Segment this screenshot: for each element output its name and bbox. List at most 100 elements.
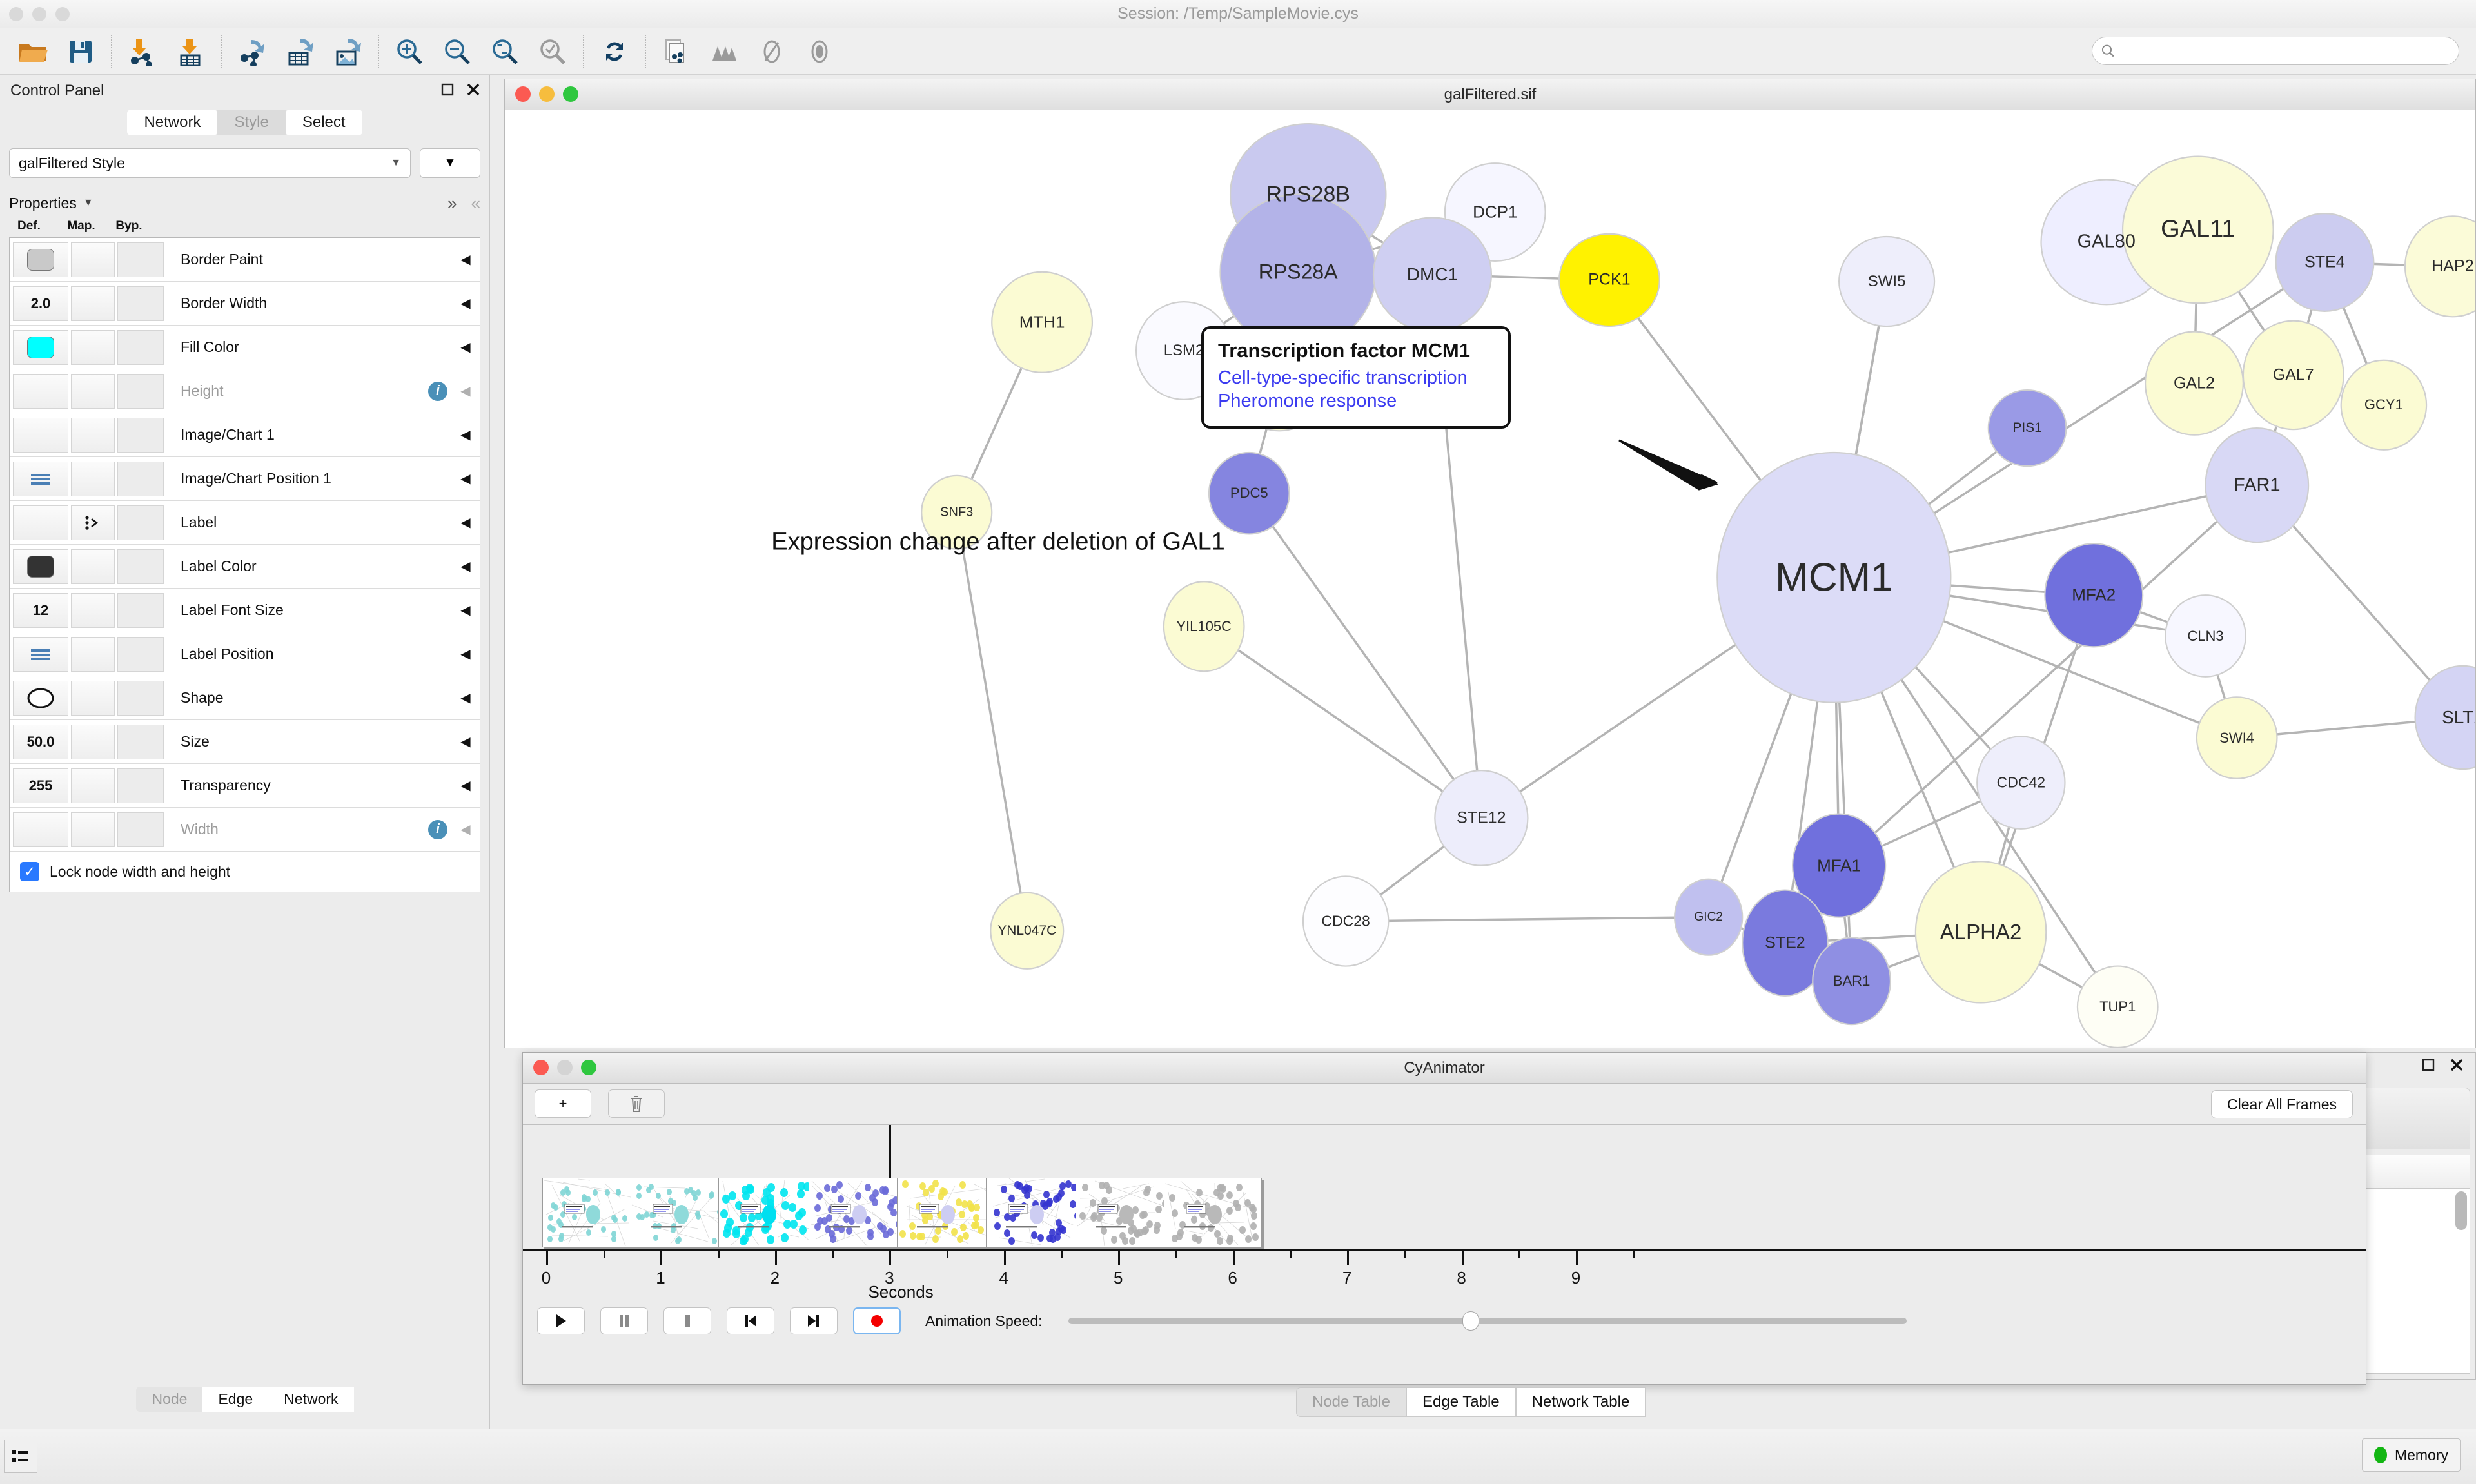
save-icon[interactable] <box>57 32 104 72</box>
property-bypass-cell[interactable] <box>117 286 164 321</box>
property-expand-arrow[interactable]: ◀ <box>460 340 471 355</box>
property-expand-arrow[interactable]: ◀ <box>460 253 471 267</box>
properties-menu-caret[interactable]: ▼ <box>83 197 93 208</box>
property-bypass-cell[interactable] <box>117 373 164 409</box>
property-expand-arrow[interactable]: ◀ <box>460 384 471 398</box>
animation-speed-slider[interactable] <box>1068 1311 1907 1331</box>
tab-select[interactable]: Select <box>285 110 362 135</box>
delete-frame-button[interactable] <box>608 1089 665 1118</box>
property-mapping-cell[interactable] <box>71 768 115 803</box>
property-expand-arrow[interactable]: ◀ <box>460 428 471 442</box>
property-bypass-cell[interactable] <box>117 680 164 716</box>
property-row[interactable]: Label ◀ <box>10 501 480 545</box>
play-button[interactable] <box>537 1307 585 1334</box>
timeline-frame[interactable] <box>897 1178 996 1247</box>
zoom-selected-icon[interactable] <box>529 32 576 72</box>
property-mapping-cell[interactable] <box>71 329 115 365</box>
property-row[interactable]: Border Paint ◀ <box>10 238 480 282</box>
property-default-cell[interactable] <box>13 329 68 365</box>
node-tooltip[interactable]: Transcription factor MCM1 Cell-type-speci… <box>1201 326 1511 429</box>
info-icon[interactable]: i <box>428 819 447 839</box>
property-default-cell[interactable] <box>13 549 68 584</box>
property-expand-arrow[interactable]: ◀ <box>460 647 471 661</box>
property-mapping-cell[interactable] <box>71 724 115 759</box>
property-row[interactable]: Height i ◀ <box>10 369 480 413</box>
prev-frame-button[interactable] <box>727 1307 774 1334</box>
property-row[interactable]: Fill Color ◀ <box>10 326 480 369</box>
property-row[interactable]: 12 Label Font Size ◀ <box>10 589 480 632</box>
property-expand-arrow[interactable]: ◀ <box>460 560 471 574</box>
export-table-icon[interactable] <box>276 32 324 72</box>
clear-all-frames-button[interactable]: Clear All Frames <box>2211 1090 2353 1118</box>
window-controls[interactable] <box>9 7 70 21</box>
maximize-cyanimator-button[interactable] <box>581 1060 596 1075</box>
property-row[interactable]: 2.0 Border Width ◀ <box>10 282 480 326</box>
property-bypass-cell[interactable] <box>117 636 164 672</box>
timeline-frame[interactable] <box>718 1178 817 1247</box>
style-select[interactable]: galFiltered Style ▼ <box>9 148 411 178</box>
timeline-frame[interactable] <box>986 1178 1085 1247</box>
network-canvas[interactable]: RPS28B DCP1 RPS28A DMC1 PCK1 SWI5 GAL80 GAL11 ST… <box>505 110 2475 1048</box>
property-row[interactable]: 50.0 Size ◀ <box>10 720 480 764</box>
search-input[interactable] <box>2121 43 2450 59</box>
refresh-icon[interactable] <box>591 32 638 72</box>
property-expand-arrow[interactable]: ◀ <box>460 603 471 618</box>
property-mapping-cell[interactable] <box>71 505 115 540</box>
zoom-fit-icon[interactable] <box>481 32 529 72</box>
export-network-icon[interactable] <box>228 32 276 72</box>
property-mapping-cell[interactable] <box>71 461 115 496</box>
network-annotation-text[interactable]: Expression change after deletion of GAL1 <box>771 528 1225 556</box>
maximize-window-button[interactable] <box>55 7 70 21</box>
property-bypass-cell[interactable] <box>117 768 164 803</box>
property-row[interactable]: Label Position ◀ <box>10 632 480 676</box>
import-network-icon[interactable] <box>119 32 166 72</box>
property-mapping-cell[interactable] <box>71 636 115 672</box>
zoom-out-icon[interactable] <box>433 32 481 72</box>
close-window-button[interactable] <box>9 7 23 21</box>
property-row[interactable]: Width i ◀ <box>10 808 480 852</box>
next-frame-button[interactable] <box>790 1307 838 1334</box>
property-mapping-cell[interactable] <box>71 592 115 628</box>
property-bypass-cell[interactable] <box>117 505 164 540</box>
maximize-network-button[interactable] <box>563 86 578 102</box>
zoom-in-icon[interactable] <box>386 32 433 72</box>
timeline-frame[interactable] <box>1075 1178 1174 1247</box>
collapse-all-icon[interactable]: » <box>447 193 457 213</box>
property-bypass-cell[interactable] <box>117 549 164 584</box>
property-mapping-cell[interactable] <box>71 812 115 847</box>
property-mapping-cell[interactable] <box>71 417 115 453</box>
tab-node-table[interactable]: Node Table <box>1296 1387 1406 1417</box>
timeline-frame[interactable] <box>809 1178 907 1247</box>
property-default-cell[interactable] <box>13 461 68 496</box>
minimize-window-button[interactable] <box>32 7 46 21</box>
info-icon[interactable]: i <box>428 381 447 401</box>
property-default-cell[interactable]: 255 <box>13 768 68 803</box>
property-default-cell[interactable]: 12 <box>13 592 68 628</box>
close-network-button[interactable] <box>515 86 531 102</box>
property-expand-arrow[interactable]: ◀ <box>460 823 471 837</box>
property-bypass-cell[interactable] <box>117 724 164 759</box>
close-icon[interactable] <box>2450 1058 2464 1072</box>
property-default-cell[interactable]: 2.0 <box>13 286 68 321</box>
record-button[interactable] <box>853 1307 901 1334</box>
close-cyanimator-button[interactable] <box>533 1060 549 1075</box>
property-row[interactable]: 255 Transparency ◀ <box>10 764 480 808</box>
property-mapping-cell[interactable] <box>71 680 115 716</box>
property-default-cell[interactable] <box>13 636 68 672</box>
color-swatch[interactable] <box>27 248 54 271</box>
property-row[interactable]: Image/Chart Position 1 ◀ <box>10 457 480 501</box>
property-default-cell[interactable] <box>13 417 68 453</box>
animation-speed-knob[interactable] <box>1462 1311 1479 1331</box>
property-default-cell[interactable] <box>13 373 68 409</box>
property-mapping-cell[interactable] <box>71 373 115 409</box>
stop-button[interactable] <box>663 1307 711 1334</box>
float-panel-icon[interactable] <box>2421 1058 2435 1072</box>
property-mapping-cell[interactable] <box>71 242 115 277</box>
property-bypass-cell[interactable] <box>117 812 164 847</box>
add-frame-button[interactable]: + <box>535 1089 591 1118</box>
layout-icon[interactable] <box>700 32 748 72</box>
minimize-cyanimator-button[interactable] <box>557 1060 573 1075</box>
lock-checkbox[interactable]: ✓ <box>20 862 39 881</box>
property-row[interactable]: Image/Chart 1 ◀ <box>10 413 480 457</box>
new-network-icon[interactable] <box>653 32 700 72</box>
